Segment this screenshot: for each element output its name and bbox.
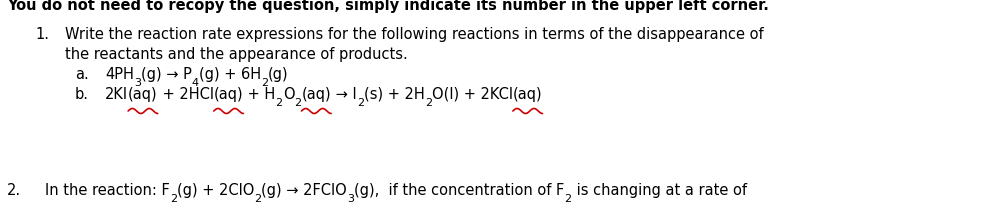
Text: 2.: 2. [7, 182, 21, 197]
Text: + H: + H [243, 87, 275, 102]
Text: (g) → P: (g) → P [141, 67, 192, 82]
Text: 1.: 1. [35, 27, 49, 42]
Text: (g),  if the concentration of F: (g), if the concentration of F [354, 182, 564, 197]
Text: 3: 3 [134, 78, 141, 88]
Text: (aq): (aq) [301, 87, 331, 102]
Text: (aq): (aq) [513, 87, 542, 102]
Text: 2KI: 2KI [105, 87, 128, 102]
Text: b.: b. [75, 87, 89, 102]
Text: In the reaction: F: In the reaction: F [45, 182, 169, 197]
Text: (aq): (aq) [128, 87, 157, 102]
Text: 2: 2 [424, 97, 431, 108]
Text: → I: → I [331, 87, 357, 102]
Text: 2: 2 [169, 193, 176, 203]
Text: 2: 2 [275, 97, 283, 108]
Text: O: O [283, 87, 294, 102]
Text: 2: 2 [261, 78, 268, 88]
Text: 2: 2 [254, 193, 261, 203]
Text: a.: a. [75, 67, 89, 82]
Text: 4: 4 [192, 78, 199, 88]
Text: + 2HCl: + 2HCl [157, 87, 214, 102]
Text: (s) + 2H: (s) + 2H [364, 87, 424, 102]
Text: (g) → 2FClO: (g) → 2FClO [261, 182, 347, 197]
Text: (g): (g) [268, 67, 288, 82]
Text: 2: 2 [294, 97, 301, 108]
Text: 3: 3 [347, 193, 354, 203]
Text: is changing at a rate of: is changing at a rate of [572, 182, 747, 197]
Text: 2: 2 [564, 193, 572, 203]
Text: (g) + 6H: (g) + 6H [199, 67, 261, 82]
Text: the reactants and the appearance of products.: the reactants and the appearance of prod… [65, 47, 408, 62]
Text: (g) + 2ClO: (g) + 2ClO [176, 182, 254, 197]
Text: Write the reaction rate expressions for the following reactions in terms of the : Write the reaction rate expressions for … [65, 27, 764, 42]
Text: O(l) + 2KCl: O(l) + 2KCl [431, 87, 513, 102]
Text: 2: 2 [357, 97, 364, 108]
Text: 4PH: 4PH [105, 67, 134, 82]
Text: You do not need to recopy the question, simply indicate its number in the upper : You do not need to recopy the question, … [7, 0, 769, 13]
Text: (aq): (aq) [214, 87, 243, 102]
